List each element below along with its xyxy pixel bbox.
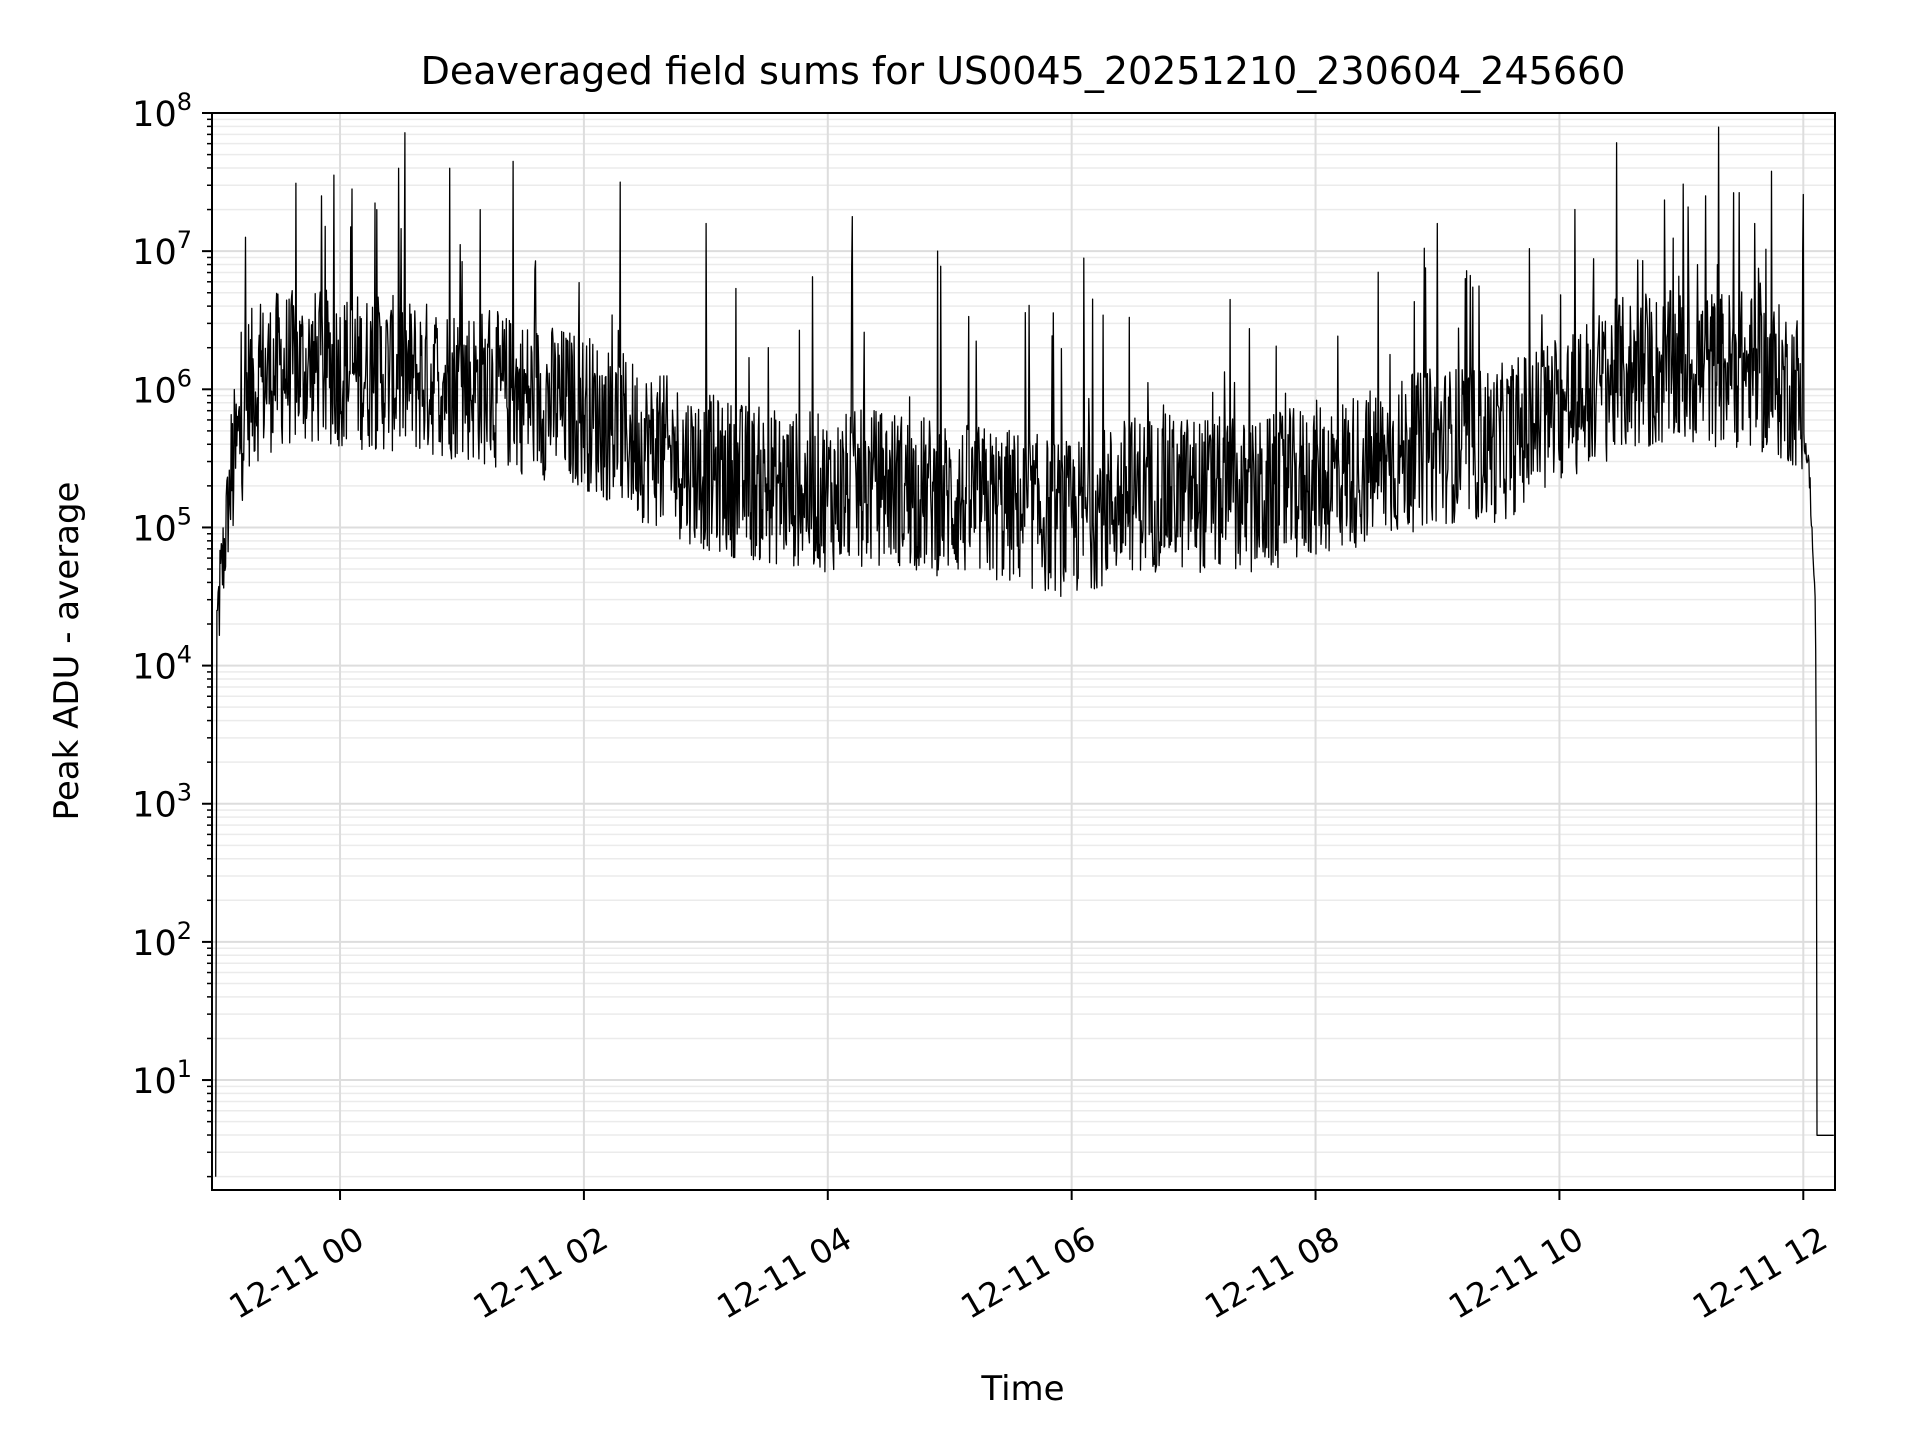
series-group bbox=[215, 126, 1834, 1177]
y-tick-label: 102 bbox=[132, 917, 192, 964]
y-tick-label: 106 bbox=[132, 364, 192, 411]
chart-title: Deaveraged field sums for US0045_2025121… bbox=[421, 49, 1626, 93]
y-axis-label: Peak ADU - average bbox=[47, 482, 87, 821]
series-line bbox=[215, 126, 1834, 1177]
y-tick-label: 105 bbox=[132, 502, 192, 549]
plot-frame bbox=[211, 112, 1836, 1191]
x-axis-label: Time bbox=[980, 1369, 1064, 1409]
